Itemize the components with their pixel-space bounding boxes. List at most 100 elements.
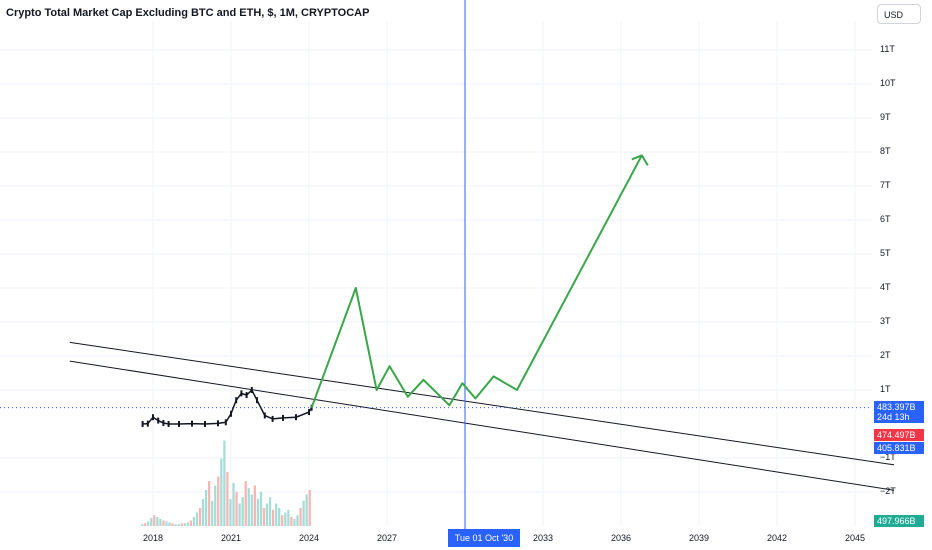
volume-bar	[195, 512, 199, 526]
y-axis-tick-label: 6T	[880, 214, 891, 224]
volume-bar	[244, 481, 247, 526]
price-candle	[295, 414, 297, 421]
y-axis-tick-label: 5T	[880, 248, 891, 258]
volume-bar	[253, 485, 256, 526]
volume-bar	[287, 509, 290, 526]
volume-bar	[165, 521, 168, 526]
volume-bar	[141, 524, 144, 526]
volume-bar	[156, 517, 159, 526]
volume-bar	[275, 503, 278, 526]
x-axis-tick-label: 2042	[766, 533, 788, 543]
y-axis-tick-label: 9T	[880, 112, 891, 122]
price-candle	[250, 387, 253, 393]
y-axis-tick-label: 2T	[880, 350, 891, 360]
volume-bar	[180, 523, 183, 526]
volume-bar	[238, 503, 241, 526]
y-axis-tick-label: −2T	[880, 486, 896, 496]
trendline[interactable]	[69, 341, 895, 466]
volume-bar	[171, 523, 174, 526]
price-candle	[263, 412, 266, 419]
volume-bar	[256, 499, 260, 526]
price-candle	[240, 390, 243, 397]
volume-bar	[162, 520, 165, 526]
x-axis-tick-label: 2021	[220, 533, 242, 543]
price-candle	[224, 419, 227, 426]
volume-bars	[141, 440, 311, 526]
projection-arrow-head	[631, 154, 649, 166]
price-candle	[141, 421, 144, 427]
volume-bar	[211, 500, 214, 526]
y-axis-tick-label: 3T	[880, 316, 891, 326]
price-candle	[167, 421, 170, 427]
volume-bar	[147, 521, 150, 526]
y-axis-tick-label: −1T	[880, 452, 896, 462]
projection-line[interactable]	[310, 154, 643, 409]
volume-bar	[281, 515, 284, 526]
price-candle	[230, 410, 232, 417]
volume-bar	[177, 524, 180, 526]
volume-bar	[259, 491, 263, 526]
volume-bar	[296, 515, 299, 526]
volume-bar	[189, 520, 192, 526]
price-candle	[157, 417, 160, 424]
volume-bar	[247, 488, 250, 526]
y-axis-tick-label: 7T	[880, 180, 891, 190]
volume-bar	[308, 490, 311, 526]
price-candle	[245, 392, 248, 399]
volume-bar	[201, 499, 205, 526]
price-candle	[191, 420, 193, 427]
trendlines	[69, 341, 895, 491]
volume-bar	[204, 490, 208, 526]
y-axis-tick-label: 1T	[880, 384, 891, 394]
price-candle	[162, 419, 165, 426]
grid-lines	[0, 22, 872, 526]
volume-bar	[150, 517, 153, 526]
volume-bar	[268, 497, 272, 526]
x-axis-tick-label: 2045	[844, 533, 866, 543]
x-axis-tick-label: 2039	[688, 533, 710, 543]
volume-bar	[232, 482, 235, 526]
price-candle	[235, 397, 238, 404]
volume-bar	[265, 503, 269, 526]
volume-tag: 497.966B	[874, 515, 924, 527]
current-price-value: 483.397B	[877, 402, 916, 412]
price-candle	[282, 414, 284, 421]
volume-bar	[229, 499, 232, 526]
crosshair-date-label: Tue 01 Oct '30	[448, 529, 520, 547]
volume-bar	[262, 508, 266, 526]
volume-bar	[183, 523, 186, 526]
volume-bar	[174, 524, 177, 526]
price-candle	[308, 409, 310, 416]
x-axis-tick-label: 2033	[532, 533, 554, 543]
projection-path	[310, 154, 649, 409]
x-axis-tick-label: 2024	[298, 533, 320, 543]
current-price-tag: 483.397B 24d 13h	[874, 401, 924, 423]
volume-bar	[293, 518, 296, 526]
volume-bar	[235, 491, 238, 526]
volume-bar	[226, 472, 229, 526]
price-candle	[256, 397, 258, 404]
price-candle	[271, 415, 274, 422]
volume-bar	[250, 494, 253, 526]
trendline[interactable]	[69, 360, 895, 491]
price-candle	[204, 421, 206, 427]
x-axis-tick-label: 2027	[376, 533, 398, 543]
volume-bar	[214, 485, 217, 526]
currency-selector-button[interactable]: USD	[877, 4, 921, 24]
volume-bar	[305, 494, 308, 526]
x-axis-tick-label: 2036	[610, 533, 632, 543]
low-price-tag: 405.831B	[874, 442, 924, 454]
volume-bar	[241, 497, 244, 526]
volume-bar	[284, 512, 287, 526]
price-candles	[141, 387, 313, 427]
volume-bar	[186, 522, 189, 526]
price-candle	[217, 420, 219, 427]
high-price-tag: 474.497B	[874, 429, 924, 441]
price-candle	[152, 414, 154, 421]
volume-bar	[302, 500, 305, 526]
y-axis-tick-label: 10T	[880, 78, 896, 88]
y-axis-tick-label: 11T	[880, 44, 895, 54]
volume-bar	[271, 509, 275, 526]
volume-bar	[159, 518, 162, 526]
